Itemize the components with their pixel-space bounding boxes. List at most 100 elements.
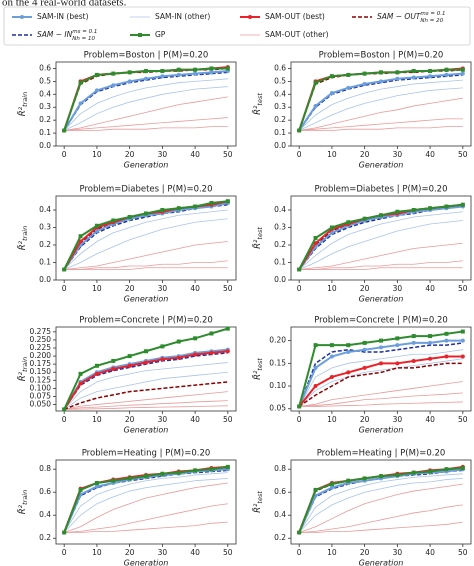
marker (346, 343, 351, 348)
marker (78, 234, 83, 239)
y-axis-label: R̄²train (16, 226, 29, 250)
marker (160, 208, 165, 212)
x-tick-label: 30 (158, 150, 168, 159)
marker (297, 128, 302, 133)
x-tick-label: 50 (458, 150, 468, 159)
series-line (64, 96, 228, 131)
x-tick-label: 40 (425, 415, 435, 424)
marker (176, 355, 181, 360)
marker (94, 484, 99, 489)
chart-title: Problem=Diabetes | P(M)=0.20 (79, 185, 212, 195)
y-tick-label: 0.4 (39, 205, 51, 214)
x-tick-label: 50 (458, 284, 468, 293)
marker (127, 363, 132, 368)
marker (111, 83, 116, 88)
marker (176, 339, 181, 344)
marker (428, 206, 433, 211)
x-axis-label: Generation (124, 426, 169, 435)
y-tick-label: 0.5 (274, 76, 286, 85)
legend-name: SAM − OUT (377, 12, 422, 21)
marker (460, 466, 465, 471)
series-line (63, 381, 228, 411)
x-tick-label: 20 (360, 415, 370, 424)
x-axis-label: Generation (124, 295, 169, 304)
marker (444, 204, 449, 209)
marker (346, 85, 351, 90)
y-axis-label-sub: train (21, 226, 29, 241)
x-tick-label: 10 (327, 548, 337, 557)
subplot: Problem=Boston | P(M)=0.20 0 10 20 30 40 50 0.0… (251, 51, 472, 170)
marker (313, 343, 318, 348)
y-tick-label: 0.0 (274, 141, 286, 150)
y-tick-label: 0.225 (30, 343, 52, 352)
series-line (63, 472, 228, 533)
x-tick-label: 50 (223, 415, 233, 424)
marker (362, 476, 367, 481)
y-tick-label: 0.125 (30, 375, 52, 384)
marker (176, 72, 181, 77)
marker (313, 384, 318, 389)
x-tick-label: 30 (158, 548, 168, 557)
y-tick-label: 0.275 (30, 327, 52, 336)
subplot: Problem=Concrete | P(M)=0.20 0 10 20 30 40 50 0… (16, 316, 237, 435)
y-tick-label: 0.3 (39, 223, 51, 232)
marker (94, 481, 99, 486)
marker (411, 340, 416, 345)
series-line (299, 260, 463, 270)
y-tick-label: 0.15 (269, 358, 286, 367)
series-line (63, 209, 228, 270)
marker (460, 338, 465, 343)
x-tick-label: 50 (223, 150, 233, 159)
y-tick-label: 0.3 (274, 223, 286, 232)
marker (460, 71, 465, 76)
series-line (299, 521, 463, 533)
y-tick-label: 0.150 (30, 367, 52, 376)
x-tick-label: 30 (393, 548, 403, 557)
marker (313, 80, 318, 85)
x-tick-label: 0 (62, 548, 67, 557)
marker (144, 211, 148, 216)
marker (428, 469, 433, 474)
caption: on the 4 real-world datasets. (2, 0, 127, 9)
marker (127, 79, 132, 84)
marker (62, 128, 67, 133)
x-tick-label: 40 (425, 548, 435, 557)
marker (444, 467, 449, 472)
y-axis-label-sub: train (21, 490, 29, 505)
x-tick-label: 10 (92, 150, 102, 159)
marker (94, 363, 99, 368)
y-tick-label: 0.6 (39, 487, 51, 496)
y-tick-label: 0.2 (274, 115, 286, 124)
chart-title: Problem=Concrete | P(M)=0.20 (79, 316, 213, 326)
marker (193, 468, 198, 473)
marker (209, 350, 214, 355)
x-tick-label: 40 (190, 150, 200, 159)
marker (94, 88, 99, 93)
subplot: Problem=Diabetes | P(M)=0.20 0 10 20 30 40 50 0… (251, 185, 472, 304)
series-line (299, 87, 463, 131)
marker (444, 67, 449, 72)
marker (209, 66, 214, 71)
series-line (64, 117, 228, 131)
marker (460, 202, 465, 207)
y-tick-label: 0.3 (274, 102, 286, 111)
marker (346, 370, 351, 375)
series-line (299, 97, 463, 131)
x-tick-label: 40 (190, 415, 200, 424)
legend-name: SAM-OUT (other) (265, 30, 329, 39)
marker (460, 329, 465, 334)
marker (379, 474, 383, 479)
y-tick-label: 0.6 (274, 487, 286, 496)
subplot: Problem=Heating | P(M)=0.20 0 10 20 30 40 50 0.… (16, 449, 237, 566)
marker (160, 357, 165, 362)
marker (313, 365, 318, 370)
marker (176, 470, 181, 475)
x-tick-label: 40 (425, 150, 435, 159)
chart-title: Problem=Concrete | P(M)=0.20 (314, 316, 448, 326)
marker (193, 67, 198, 72)
y-tick-label: 0.0 (39, 275, 51, 284)
x-tick-label: 30 (393, 150, 403, 159)
y-axis-label-sub: train (21, 92, 29, 107)
y-tick-label: 0.4 (274, 89, 286, 98)
y-axis-label-sub: test (256, 227, 264, 240)
